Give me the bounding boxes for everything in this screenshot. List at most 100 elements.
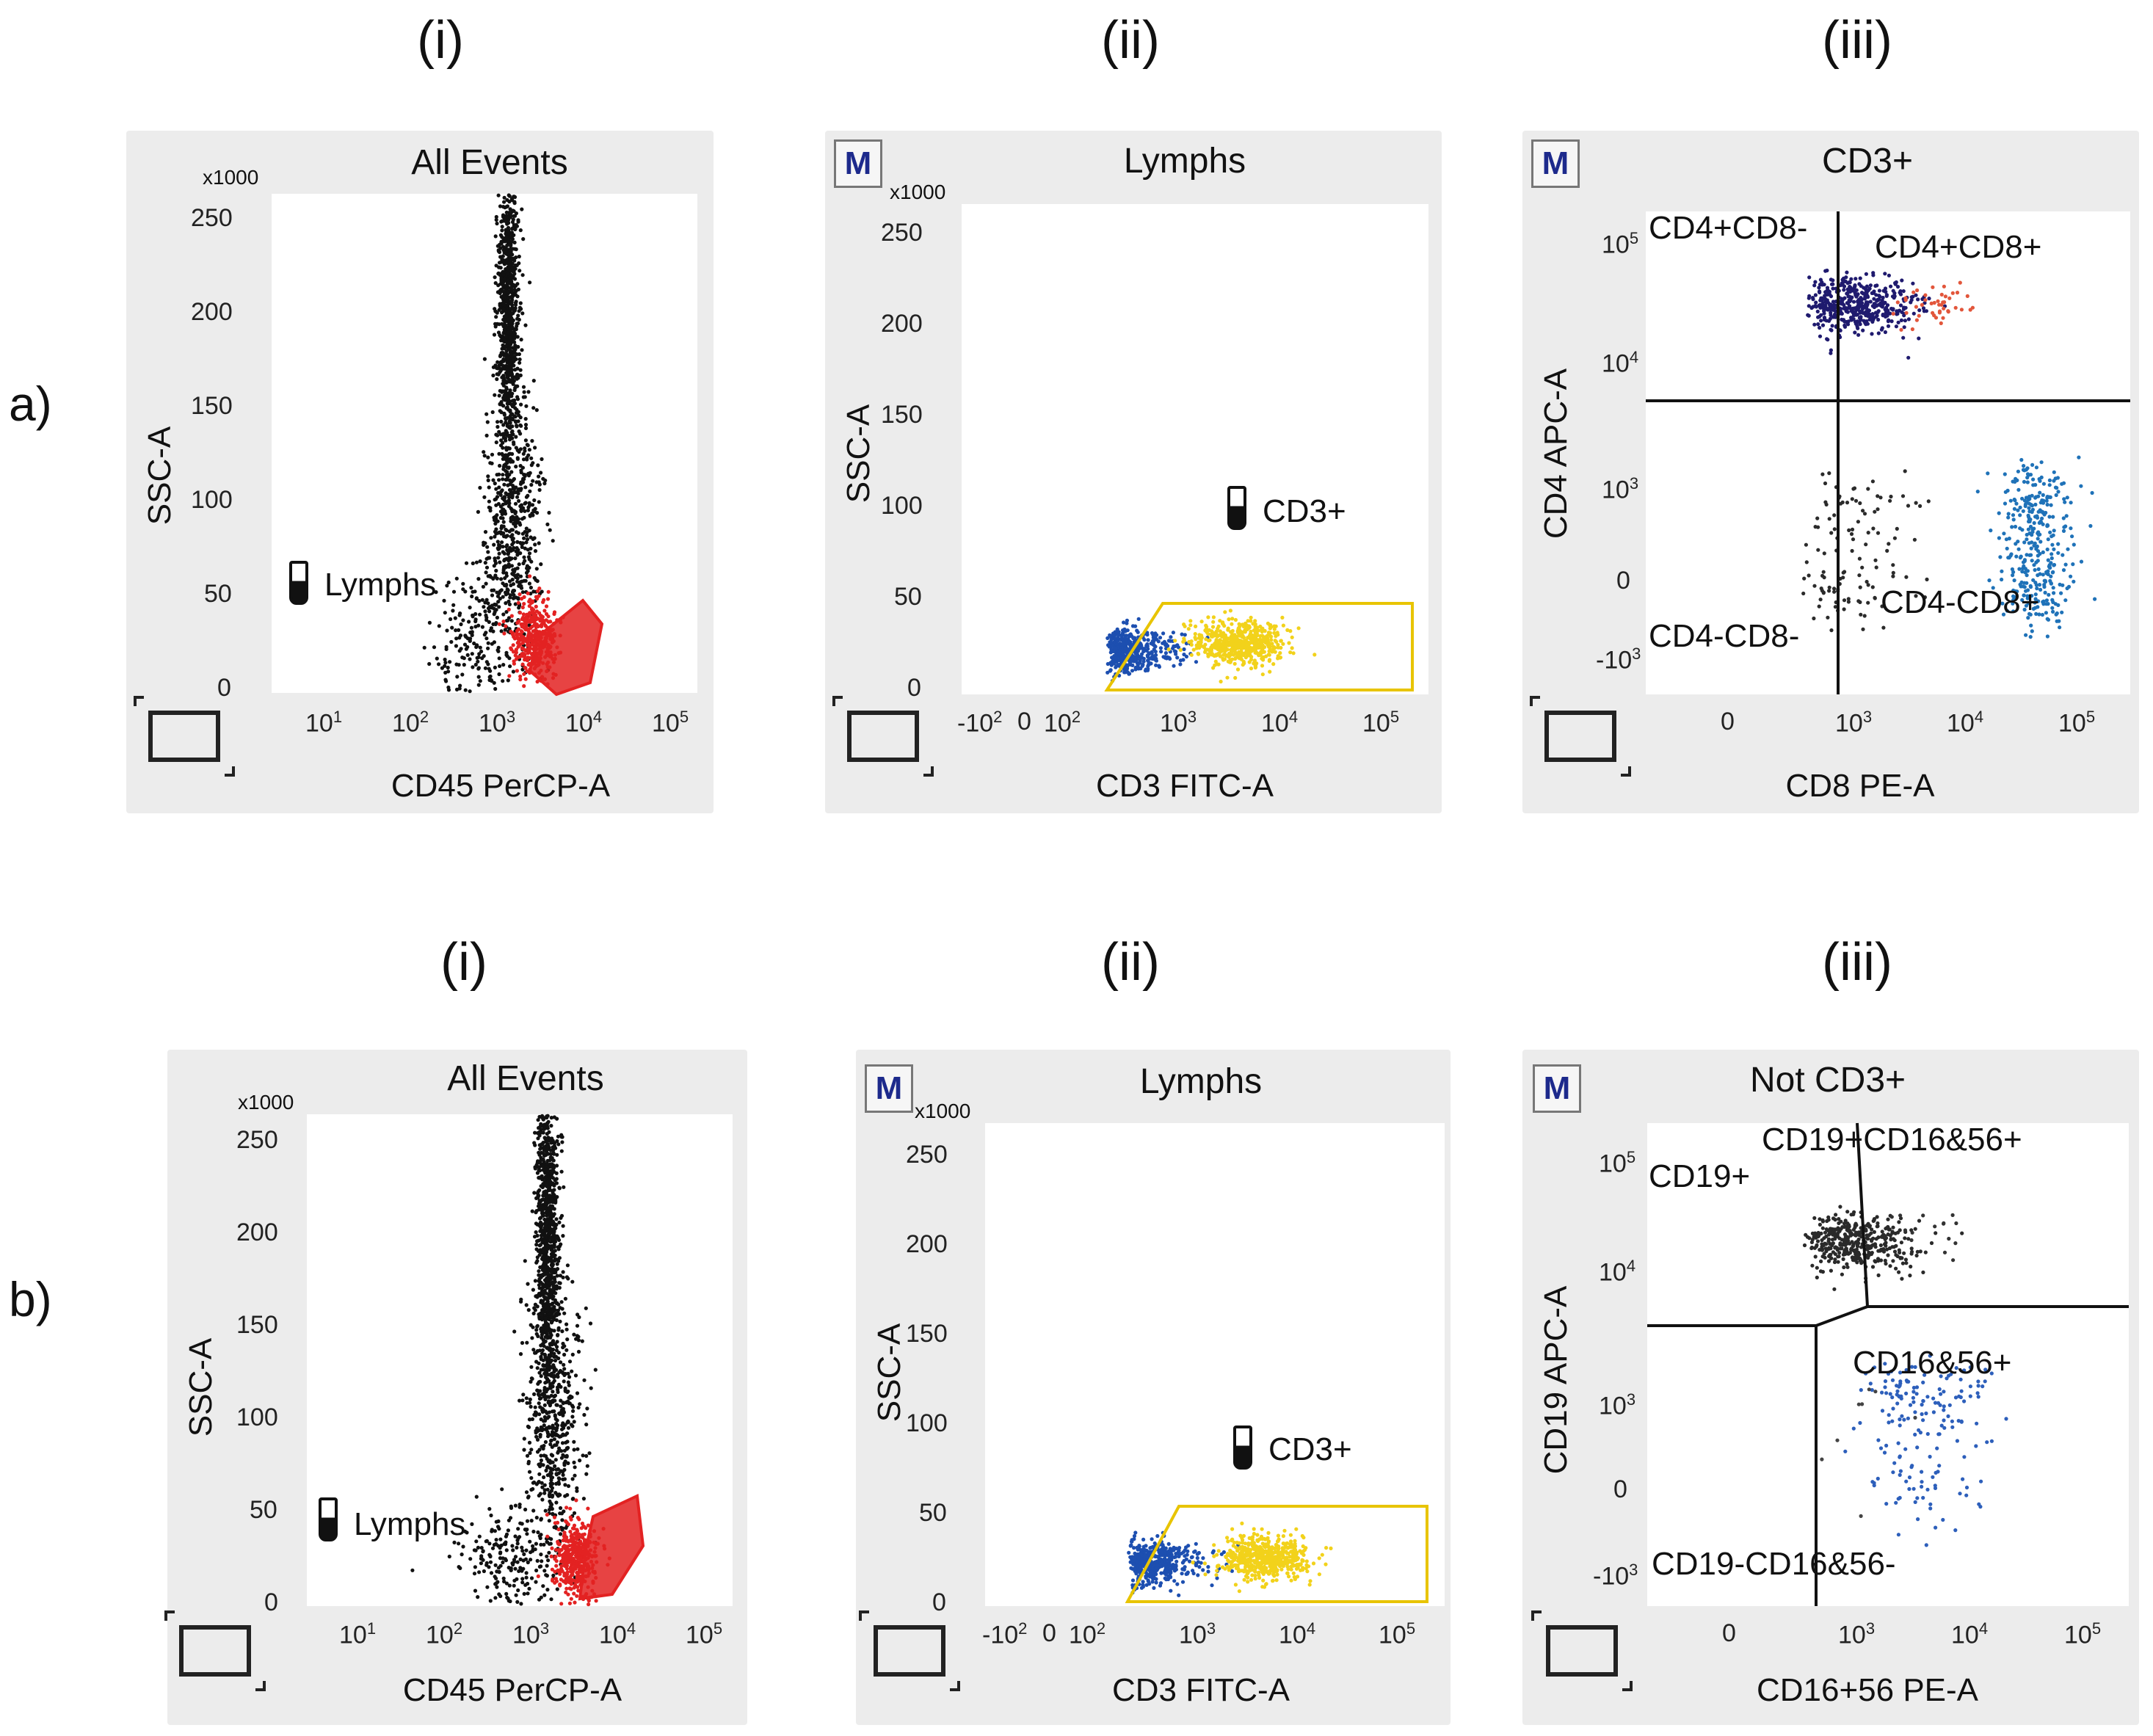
scatter-point [527,557,531,562]
scatter-point [517,429,521,434]
scatter-point [1942,284,1946,288]
scatter-point [492,640,496,644]
scatter-point [510,429,515,434]
scatter-point [1839,310,1843,315]
scatter-point [502,389,507,393]
scatter-point [1229,630,1233,634]
scatter-point [533,1130,537,1135]
scatter-point [2079,559,2084,564]
scatter-point [514,595,518,600]
scatter-point [522,672,526,676]
cd3-gate[interactable] [1104,602,1414,691]
scatter-point [499,338,504,343]
scatter-point [517,317,521,322]
scatter-point [1271,662,1276,667]
scatter-point [1247,660,1252,664]
scatter-point [454,628,458,633]
scatter-point [2022,468,2027,473]
scatter-point [1870,479,1875,484]
scatter-point [544,624,548,628]
frame-icon[interactable] [832,696,934,777]
frame-icon[interactable] [1530,696,1631,777]
scatter-point [486,606,491,611]
m-badge[interactable]: M [834,139,882,188]
scatter-point [513,556,518,561]
scatter-point [462,663,466,667]
y-tick: 105 [1602,229,1639,259]
scatter-point [488,461,493,465]
scatter-point [1152,647,1156,652]
scatter-point [527,503,532,507]
scatter-point [1870,585,1875,589]
scatter-point [468,689,472,694]
lymphs-gate[interactable] [528,598,604,697]
scatter-point [2016,469,2020,473]
scatter-point [1860,310,1865,314]
scatter-point [1249,619,1253,623]
scatter-point [1891,570,1895,575]
scatter-point [2050,542,2055,547]
scatter-point [1860,565,1865,570]
scatter-point [1859,291,1865,295]
scatter-point [504,210,509,215]
scatter-point [512,272,517,276]
scatter-point [543,1167,548,1172]
frame-icon[interactable] [134,696,235,777]
scatter-point [1917,308,1922,313]
scatter-point [1953,305,1958,310]
scatter-point [582,1412,587,1417]
scatter-point [519,338,523,342]
scatter-point [2055,486,2059,490]
scatter-point [524,570,529,575]
scatter-point [525,658,529,662]
scatter-point [1146,667,1150,671]
scatter-point [2049,574,2053,578]
scatter-point [532,622,537,628]
y-tick: 100 [191,486,233,514]
scatter-point [473,589,477,594]
scatter-point [1122,620,1126,625]
scatter-point [1281,642,1285,646]
scatter-point [501,473,505,477]
scatter-point [509,629,513,634]
scatter-point [518,520,522,526]
scatter-point [500,540,504,545]
scatter-point [443,664,447,668]
m-badge[interactable]: M [1531,139,1580,188]
scatter-point [546,1293,551,1297]
scatter-point [1923,298,1928,302]
scatter-point [1820,589,1824,593]
scatter-point [507,473,512,477]
scatter-point [538,619,542,623]
scatter-point [510,494,515,498]
scatter-point [1281,623,1285,628]
scatter-point [1244,639,1249,644]
scatter-point [1903,305,1908,310]
scatter-point [487,667,491,671]
scatter-point [542,1180,547,1184]
scatter-point [453,616,457,620]
scatter-point [1224,647,1229,652]
scatter-point [507,437,512,442]
scatter-point [1904,310,1909,315]
scatter-point [504,420,508,425]
scatter-point [516,219,520,224]
scatter-point [545,1220,550,1224]
scatter-point [499,490,504,494]
scatter-point [1825,337,1829,341]
scatter-point [523,417,528,421]
scatter-point [537,474,541,479]
scatter-point [2047,478,2052,482]
scatter-point [511,669,516,674]
scatter-point [524,626,529,631]
scatter-point [1864,313,1868,318]
scatter-point [2019,554,2023,559]
plot-title: Lymphs [1123,142,1246,181]
scatter-point [1895,300,1900,305]
scatter-point [504,477,509,482]
scatter-point [509,402,514,407]
scatter-point [541,618,545,623]
scatter-point [478,485,482,490]
scatter-point [541,1213,545,1218]
scatter-point [1260,672,1265,677]
